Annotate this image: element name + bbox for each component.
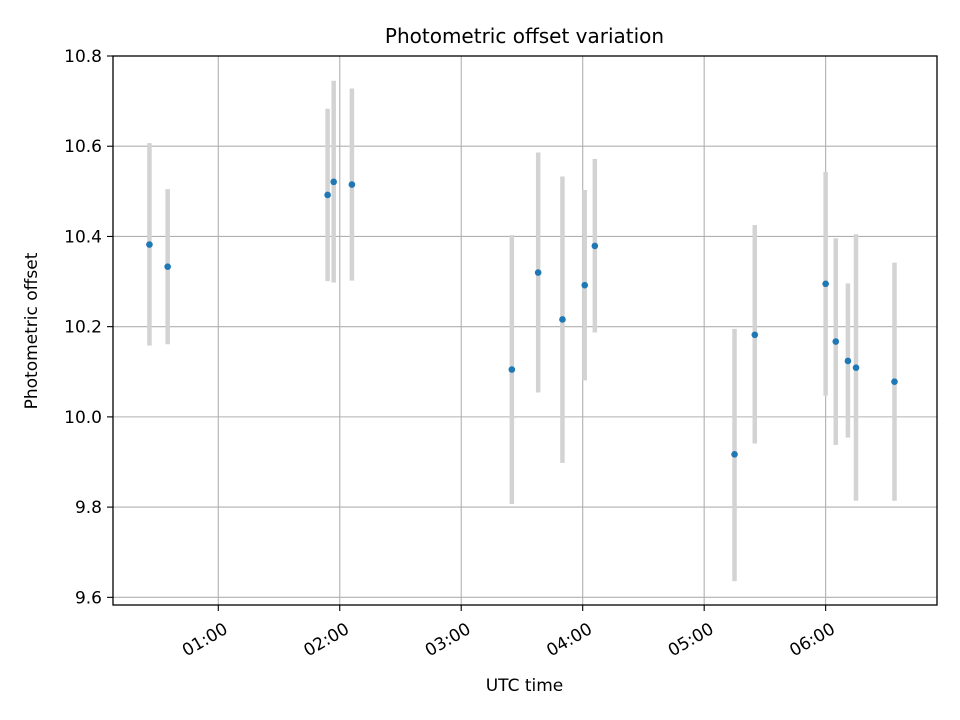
- y-tick-label: 9.6: [75, 588, 102, 608]
- plot-frame: [112, 55, 938, 606]
- data-point: [559, 316, 566, 323]
- data-point: [852, 364, 860, 372]
- y-tick-label: 10.8: [64, 47, 102, 67]
- data-point: [324, 191, 331, 199]
- x-axis: 01:00 02:00 03:00 04:00 05:00 06:00: [179, 605, 839, 661]
- grid: [113, 55, 937, 605]
- data-point: [891, 378, 898, 386]
- x-axis-label: UTC time: [486, 676, 564, 696]
- data-point: [348, 181, 356, 188]
- y-axis-label: Photometric offset: [22, 252, 42, 409]
- data-point: [330, 178, 337, 186]
- data-point: [534, 269, 542, 276]
- data-point: [844, 357, 852, 365]
- data-point: [751, 331, 759, 339]
- data-point: [581, 281, 589, 289]
- x-tick-label: 06:00: [786, 619, 838, 661]
- y-tick-label: 9.8: [75, 498, 102, 518]
- x-tick-label: 01:00: [179, 619, 231, 661]
- y-tick-label: 10.4: [64, 227, 102, 247]
- data-point: [731, 451, 738, 458]
- x-tick-label: 03:00: [422, 619, 474, 661]
- y-tick-label: 10.2: [64, 318, 102, 338]
- error-bars: [147, 80, 897, 582]
- data-points: [146, 178, 898, 458]
- x-tick-label: 02:00: [300, 619, 352, 661]
- data-point: [591, 242, 599, 250]
- x-tick-label: 05:00: [665, 619, 717, 661]
- data-point: [164, 263, 171, 270]
- y-tick-label: 10.6: [64, 137, 102, 157]
- y-axis: 9.6 9.8 10.0 10.2 10.4 10.6 10.8: [64, 47, 113, 608]
- x-tick-label: 04:00: [543, 619, 595, 661]
- data-point: [508, 366, 516, 373]
- data-point: [146, 241, 153, 248]
- data-point: [832, 338, 840, 345]
- data-point: [822, 280, 829, 288]
- chart-title: Photometric offset variation: [385, 24, 664, 48]
- y-tick-label: 10.0: [64, 408, 102, 428]
